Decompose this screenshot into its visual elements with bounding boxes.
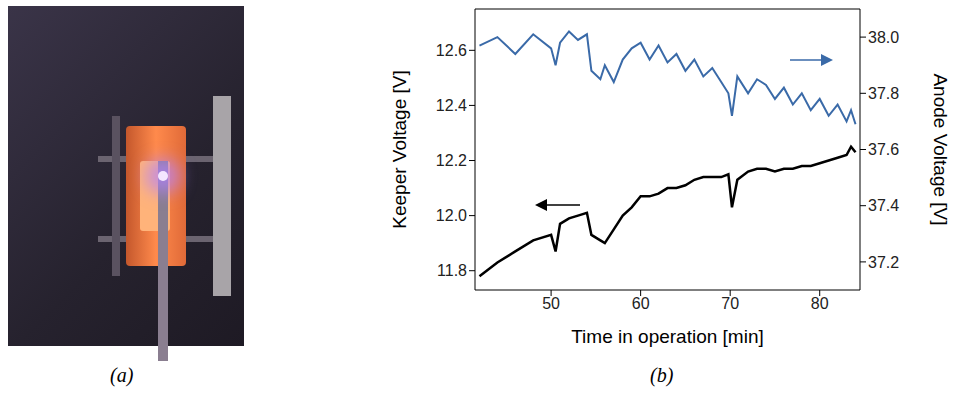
html-text:(b): (b) <box>650 364 674 386</box>
svg-text:37.6: 37.6 <box>868 141 899 158</box>
svg-text:12.6: 12.6 <box>436 42 467 59</box>
svg-text:60: 60 <box>632 295 650 312</box>
svg-text:12.0: 12.0 <box>436 207 467 224</box>
svg-text:Time in operation [min]: Time in operation [min] <box>571 326 764 347</box>
svg-text:37.8: 37.8 <box>868 85 899 102</box>
svg-text:38.0: 38.0 <box>868 29 899 46</box>
svg-text:37.2: 37.2 <box>868 254 899 271</box>
svg-text:50: 50 <box>542 295 560 312</box>
svg-text:80: 80 <box>811 295 829 312</box>
svg-text:37.4: 37.4 <box>868 197 899 214</box>
svg-text:70: 70 <box>721 295 739 312</box>
svg-text:11.8: 11.8 <box>437 262 467 279</box>
svg-text:12.2: 12.2 <box>436 152 467 169</box>
html-text:(a): (a) <box>110 364 134 386</box>
svg-text:Anode Voltage [V]: Anode Voltage [V] <box>930 73 950 225</box>
svg-text:Keeper Voltage [V]: Keeper Voltage [V] <box>390 70 410 228</box>
svg-text:12.4: 12.4 <box>436 97 467 114</box>
